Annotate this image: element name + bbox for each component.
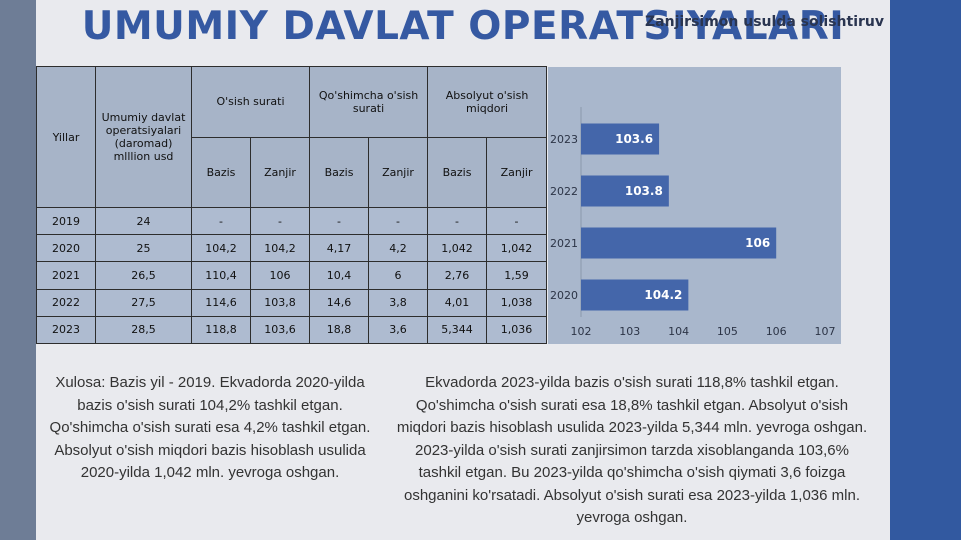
chart-panel: 103.6 2023 103.8 2022 106 2021 104.2 2020 102 103… bbox=[548, 67, 841, 344]
data-table: Yillar Umumiy davlat operatsiyalari (dar… bbox=[36, 66, 548, 345]
table-row: 2022 27,5 114,6 103,8 14,6 3,8 4,01 1,03… bbox=[36, 288, 548, 317]
left-side-strip bbox=[0, 0, 36, 540]
table-cell: 4,2 bbox=[368, 234, 429, 263]
header-revenue: Umumiy davlat operatsiyalari (daromad) m… bbox=[95, 66, 192, 208]
table-cell: 103,6 bbox=[249, 315, 311, 345]
category-label-2023: 2023 bbox=[550, 133, 578, 146]
table-cell: 27,5 bbox=[95, 288, 192, 317]
table-cell: 106 bbox=[249, 261, 311, 290]
table-cell: - bbox=[486, 206, 548, 236]
subheader-cell: Bazis bbox=[309, 136, 370, 208]
data-label-2023: 103.6 bbox=[615, 132, 653, 146]
table-cell: 1,042 bbox=[486, 234, 548, 263]
table-cell: 2019 bbox=[36, 206, 96, 236]
subheader-cell: Bazis bbox=[427, 136, 488, 208]
table-cell: 25 bbox=[95, 234, 192, 263]
table-cell: 2022 bbox=[36, 288, 96, 317]
table-cell: - bbox=[249, 206, 311, 236]
table-cell: 118,8 bbox=[191, 315, 251, 345]
table-row: 2020 25 104,2 104,2 4,17 4,2 1,042 1,042 bbox=[36, 234, 548, 263]
table-cell: 2023 bbox=[36, 315, 96, 345]
x-tick-label: 107 bbox=[815, 325, 836, 338]
x-tick-label: 105 bbox=[717, 325, 738, 338]
x-tick-label: 102 bbox=[571, 325, 592, 338]
table-cell: 5,344 bbox=[427, 315, 488, 345]
header-absolute-growth: Absolyut o'sish miqdori bbox=[427, 66, 548, 138]
bar-2021 bbox=[581, 227, 777, 259]
bar-chart: 103.6 2023 103.8 2022 106 2021 104.2 2020 102 103… bbox=[550, 107, 836, 338]
data-label-2022: 103.8 bbox=[625, 184, 663, 198]
table-cell: 2,76 bbox=[427, 261, 488, 290]
table-cell: 104,2 bbox=[191, 234, 251, 263]
header-growth-rate: O'sish surati bbox=[190, 66, 311, 138]
table-cell: 104,2 bbox=[249, 234, 311, 263]
header-extra-growth-rate: Qo'shimcha o'sish surati bbox=[309, 66, 429, 138]
data-label-2020: 104.2 bbox=[644, 288, 682, 302]
data-label-2021: 106 bbox=[745, 236, 770, 250]
table-cell: 103,8 bbox=[249, 288, 311, 317]
table-row: 2019 24 - - - - - - bbox=[36, 206, 548, 236]
right-side-strip bbox=[890, 0, 961, 540]
table-cell: 110,4 bbox=[191, 261, 251, 290]
table-cell: 3,8 bbox=[368, 288, 429, 317]
table-cell: 1,036 bbox=[486, 315, 548, 345]
table-row: 2023 28,5 118,8 103,6 18,8 3,6 5,344 1,0… bbox=[36, 315, 548, 345]
x-tick-label: 106 bbox=[766, 325, 787, 338]
table-cell: 6 bbox=[368, 261, 429, 290]
table-cell: 14,6 bbox=[309, 288, 370, 317]
slide-title: UMUMIY DAVLAT OPERATSIYALARI bbox=[81, 4, 845, 49]
x-tick-label: 103 bbox=[619, 325, 640, 338]
table-cell: 26,5 bbox=[95, 261, 192, 290]
table-cell: 1,038 bbox=[486, 288, 548, 317]
table-header-row: Yillar Umumiy davlat operatsiyalari (dar… bbox=[36, 66, 548, 208]
right-conclusion-text: Ekvadorda 2023-yilda bazis o'sish surati… bbox=[396, 374, 868, 526]
table-cell: - bbox=[191, 206, 251, 236]
table-cell: 1,59 bbox=[486, 261, 548, 290]
x-tick-label: 104 bbox=[668, 325, 689, 338]
table-cell: 28,5 bbox=[95, 315, 192, 345]
chart-title: Zanjirsimon usulda solishtiruv bbox=[645, 14, 884, 30]
subheader-cell: Bazis bbox=[191, 136, 251, 208]
category-label-2020: 2020 bbox=[550, 289, 578, 302]
category-label-2022: 2022 bbox=[550, 185, 578, 198]
table-row: 2021 26,5 110,4 106 10,4 6 2,76 1,59 bbox=[36, 261, 548, 290]
bar-2023 bbox=[581, 123, 660, 155]
table-cell: 3,6 bbox=[368, 315, 429, 345]
bar-2020 bbox=[581, 279, 689, 311]
subheader-cell: Zanjir bbox=[486, 136, 548, 208]
table-cell: 4,01 bbox=[427, 288, 488, 317]
table-cell: - bbox=[309, 206, 370, 236]
left-conclusion-text: Xulosa: Bazis yil - 2019. Ekvadorda 2020… bbox=[49, 374, 371, 481]
subheader-cell: Zanjir bbox=[368, 136, 429, 208]
subheader-cell: Zanjir bbox=[249, 136, 311, 208]
table-cell: 10,4 bbox=[309, 261, 370, 290]
header-year: Yillar bbox=[36, 66, 96, 208]
table-cell: 24 bbox=[95, 206, 192, 236]
table-cell: - bbox=[368, 206, 429, 236]
table-cell: 1,042 bbox=[427, 234, 488, 263]
table-cell: 2020 bbox=[36, 234, 96, 263]
table-cell: 114,6 bbox=[191, 288, 251, 317]
table-subheader-row: Bazis Zanjir Bazis Zanjir Bazis Zanjir bbox=[37, 136, 548, 208]
table-cell: - bbox=[427, 206, 488, 236]
table-cell: 2021 bbox=[36, 261, 96, 290]
bar-2022 bbox=[581, 175, 669, 207]
table-cell: 4,17 bbox=[309, 234, 370, 263]
category-label-2021: 2021 bbox=[550, 237, 578, 250]
table-cell: 18,8 bbox=[309, 315, 370, 345]
